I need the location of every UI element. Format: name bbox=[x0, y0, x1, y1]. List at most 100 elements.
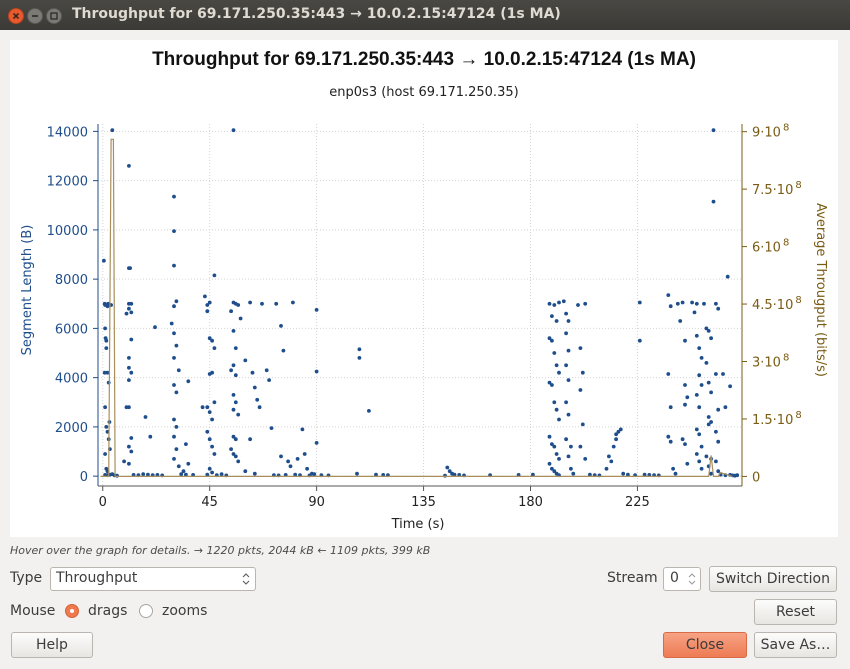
type-combobox[interactable]: Throughput bbox=[50, 567, 256, 591]
segment-point bbox=[172, 331, 176, 336]
segment-point bbox=[675, 301, 680, 306]
stream-label: Stream bbox=[607, 570, 658, 586]
window-maximize-button[interactable] bbox=[46, 8, 62, 24]
segment-point bbox=[176, 368, 181, 373]
segment-point bbox=[127, 356, 131, 360]
segment-point bbox=[614, 432, 618, 437]
stream-spinbox[interactable]: 0 bbox=[663, 567, 701, 591]
segment-point bbox=[637, 338, 642, 343]
minimize-icon bbox=[32, 15, 38, 17]
segment-point bbox=[609, 459, 614, 464]
zooms-label[interactable]: zooms bbox=[162, 603, 208, 619]
segment-point bbox=[547, 461, 552, 466]
segment-point bbox=[578, 444, 583, 449]
drags-label[interactable]: drags bbox=[88, 603, 128, 619]
segment-point bbox=[231, 329, 236, 333]
segment-point bbox=[233, 437, 238, 442]
segment-point bbox=[127, 405, 131, 410]
y-left-tick-label: 2000 bbox=[55, 421, 88, 436]
window-minimize-button[interactable] bbox=[27, 8, 43, 24]
segment-point bbox=[697, 373, 702, 378]
segment-point bbox=[274, 301, 279, 306]
segment-point bbox=[174, 425, 179, 429]
graph-plot-area[interactable]: Throughput for 69.171.250.35:443 → 10.0.… bbox=[10, 40, 838, 537]
segment-point bbox=[104, 425, 109, 429]
segment-point bbox=[694, 452, 699, 456]
zooms-radio[interactable] bbox=[139, 604, 153, 618]
segment-point bbox=[618, 427, 623, 432]
throughput-chart[interactable]: Throughput for 69.171.250.35:443 → 10.0.… bbox=[10, 40, 838, 537]
segment-point bbox=[314, 308, 319, 312]
segment-point bbox=[205, 309, 210, 314]
segment-point bbox=[186, 379, 191, 384]
segment-point bbox=[554, 319, 559, 323]
segment-point bbox=[699, 356, 704, 360]
segment-point bbox=[357, 356, 362, 360]
segment-point bbox=[554, 407, 559, 412]
segment-point bbox=[580, 370, 585, 375]
segment-point bbox=[104, 338, 109, 343]
segment-point bbox=[212, 452, 217, 456]
segment-point bbox=[714, 459, 718, 464]
segment-point bbox=[172, 417, 176, 422]
segment-point bbox=[626, 472, 630, 477]
segment-point bbox=[374, 472, 378, 477]
segment-point bbox=[699, 383, 704, 387]
y-right-tick-label: 4.5·10 8 bbox=[752, 295, 802, 313]
segment-point bbox=[248, 437, 253, 442]
stream-spinbox-value: 0 bbox=[670, 570, 679, 586]
x-axis-label: Time (s) bbox=[391, 517, 445, 532]
save-as-button[interactable]: Save As… bbox=[754, 632, 837, 658]
segment-point bbox=[229, 447, 234, 451]
segment-point bbox=[564, 400, 568, 405]
drags-radio[interactable] bbox=[65, 604, 79, 618]
segment-point bbox=[566, 319, 571, 323]
spin-arrows-icon[interactable] bbox=[688, 572, 696, 586]
segment-point bbox=[680, 300, 685, 305]
segment-point bbox=[231, 434, 236, 439]
y-right-tick-label: 3·10 8 bbox=[752, 353, 789, 371]
segment-point bbox=[706, 415, 711, 419]
segment-point bbox=[129, 436, 134, 440]
window-close-button[interactable] bbox=[8, 8, 24, 24]
segment-point bbox=[666, 293, 671, 297]
segment-point bbox=[566, 454, 571, 459]
segment-point bbox=[205, 405, 210, 410]
updown-arrow-icon bbox=[242, 573, 250, 585]
segment-point bbox=[281, 348, 286, 353]
segment-point bbox=[127, 461, 131, 466]
segment-point bbox=[557, 417, 561, 422]
y-right-tick-label: 6·10 8 bbox=[752, 238, 789, 256]
segment-point bbox=[547, 380, 552, 385]
segment-point bbox=[291, 300, 295, 305]
segment-point bbox=[709, 336, 713, 341]
segment-point bbox=[219, 472, 224, 477]
segment-point bbox=[668, 439, 673, 444]
segment-point bbox=[172, 457, 176, 461]
switch-direction-button[interactable]: Switch Direction bbox=[709, 566, 837, 592]
segment-point bbox=[210, 338, 215, 343]
segment-point bbox=[683, 402, 687, 407]
segment-point bbox=[293, 472, 298, 477]
segment-point bbox=[174, 390, 179, 395]
segment-point bbox=[550, 314, 554, 318]
segment-point bbox=[250, 370, 255, 375]
segment-point bbox=[233, 373, 238, 378]
segment-point bbox=[678, 319, 683, 323]
type-label: Type bbox=[10, 570, 43, 586]
reset-button[interactable]: Reset bbox=[754, 599, 837, 625]
segment-point bbox=[181, 469, 186, 474]
help-button[interactable]: Help bbox=[11, 632, 93, 658]
segment-point bbox=[671, 466, 675, 471]
segment-point bbox=[255, 397, 260, 402]
segment-point bbox=[583, 457, 588, 461]
segment-point bbox=[314, 441, 319, 445]
segment-point bbox=[704, 361, 709, 365]
segment-point bbox=[709, 471, 713, 476]
close-button[interactable]: Close bbox=[663, 632, 747, 658]
segment-point bbox=[207, 300, 212, 305]
segment-point bbox=[578, 388, 583, 392]
x-tick-label: 180 bbox=[518, 495, 543, 510]
y-right-tick-label: 0 bbox=[752, 470, 760, 485]
segment-point bbox=[210, 444, 215, 449]
